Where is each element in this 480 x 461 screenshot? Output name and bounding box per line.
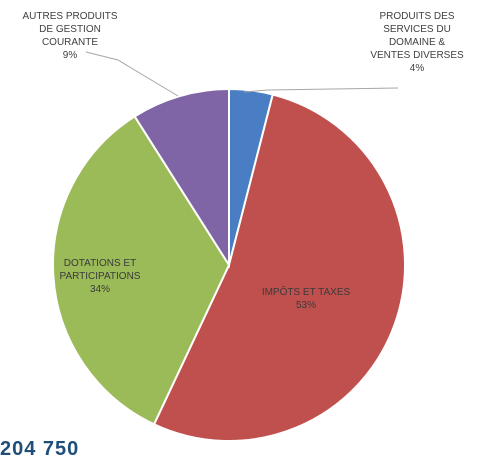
slice-dotations	[52, 115, 231, 426]
slice-impots	[152, 93, 406, 442]
slice-label-services-line-1: PRODUITS DES	[379, 11, 455, 22]
slice-label-services-line-2: SERVICES DU	[383, 24, 451, 35]
slice-label-autres: AUTRES PRODUITS DE GESTION COURANTE 9%	[5, 10, 135, 62]
slice-label-services: PRODUITS DES SERVICES DU DOMAINE & VENTE…	[352, 10, 480, 75]
slice-label-autres-pct: 9%	[62, 50, 78, 61]
slice-label-dotations-line-1: DOTATIONS ET	[63, 258, 137, 269]
slice-label-services-pct: 4%	[409, 63, 425, 74]
slice-label-impots-pct: 53%	[295, 300, 316, 311]
slice-label-impots-line-1: IMPÔTS ET TAXES	[261, 287, 351, 298]
slice-label-autres-line-3: COURANTE	[41, 37, 99, 48]
slice-label-services-line-3: DOMAINE &	[388, 37, 446, 48]
slice-label-dotations-line-2: PARTICIPATIONS	[59, 271, 141, 282]
slice-label-dotations-pct: 34%	[89, 284, 110, 295]
footer-total-text: 204 750	[0, 438, 80, 460]
slice-label-impots: IMPÔTS ET TAXES 53%	[246, 286, 366, 312]
leader-line-autres	[85, 51, 179, 97]
slice-label-autres-line-2: DE GESTION	[39, 24, 101, 35]
slice-label-services-line-4: VENTES DIVERSES	[370, 50, 464, 61]
slice-autres	[133, 87, 230, 269]
slice-label-autres-line-1: AUTRES PRODUITS	[22, 11, 118, 22]
leader-line-services	[243, 87, 399, 93]
slice-label-dotations: DOTATIONS ET PARTICIPATIONS 34%	[40, 257, 160, 296]
